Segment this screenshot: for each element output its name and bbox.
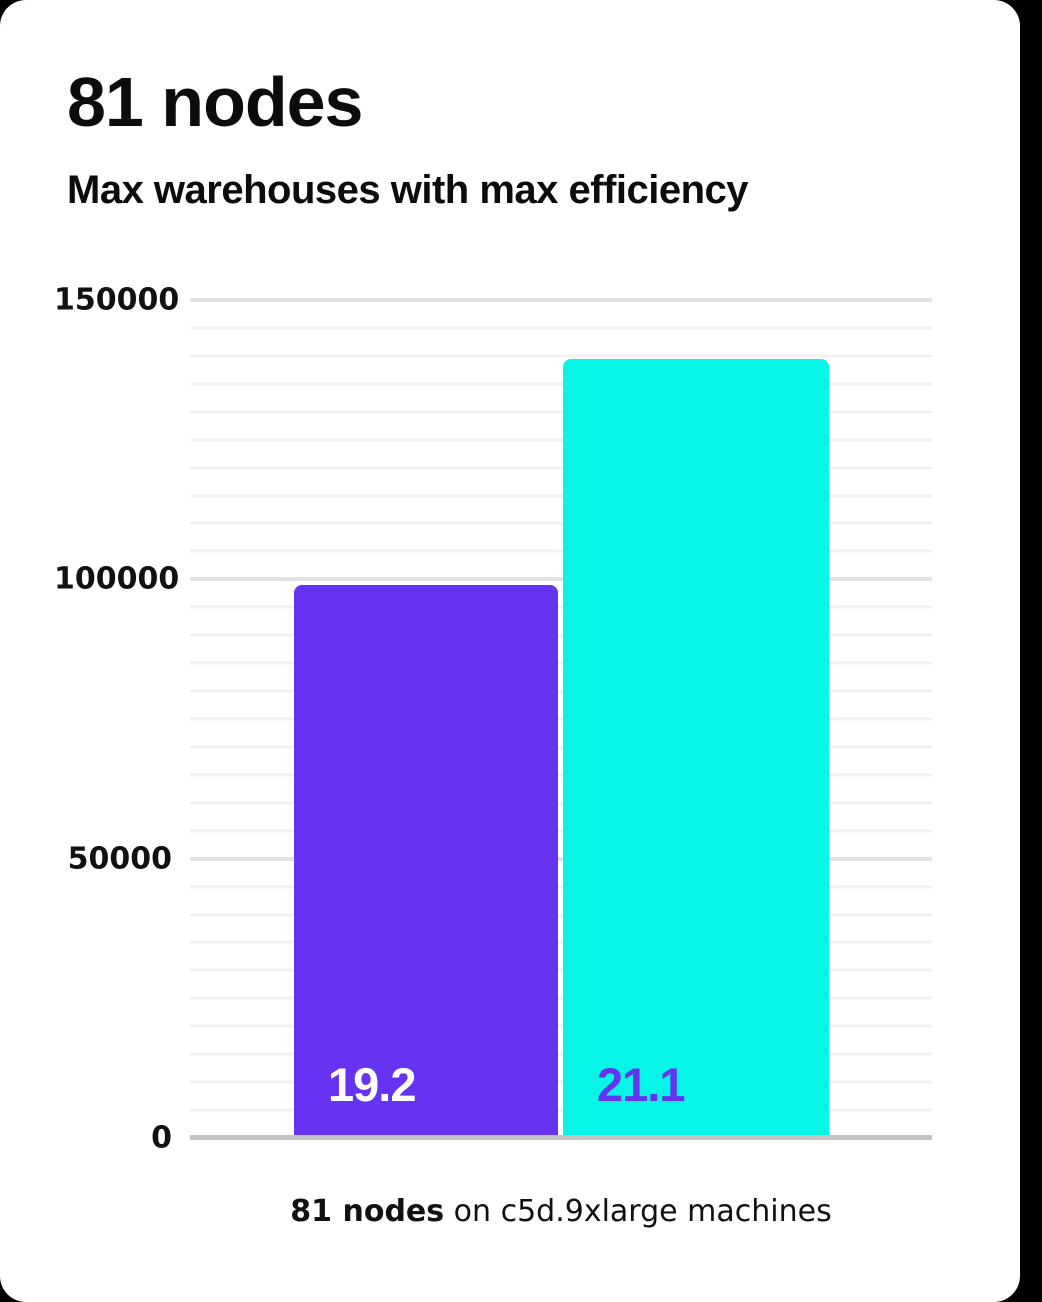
caption-bold-text: 81 nodes xyxy=(290,1194,445,1229)
minor-gridline xyxy=(190,326,932,330)
minor-gridline xyxy=(190,773,932,777)
bar-1: 19.2 xyxy=(294,584,558,1138)
minor-gridline xyxy=(190,745,932,749)
minor-gridline xyxy=(190,968,932,972)
minor-gridline xyxy=(190,1024,932,1028)
minor-gridline xyxy=(190,1108,932,1112)
major-gridline xyxy=(190,856,932,861)
minor-gridline xyxy=(190,661,932,665)
bar-chart-plot-area: 19.2 21.1 xyxy=(190,298,932,1140)
y-tick-label: 0 xyxy=(151,1120,172,1156)
minor-gridline xyxy=(190,1052,932,1056)
minor-gridline xyxy=(190,410,932,414)
minor-gridline xyxy=(190,801,932,805)
minor-gridline xyxy=(190,913,932,917)
x-axis-line xyxy=(190,1135,932,1140)
minor-gridline xyxy=(190,689,932,693)
minor-gridline xyxy=(190,494,932,498)
minor-gridline xyxy=(190,996,932,1000)
minor-gridline xyxy=(190,885,932,889)
minor-gridline xyxy=(190,382,932,386)
minor-gridline xyxy=(190,354,932,358)
minor-gridline xyxy=(190,1080,932,1084)
major-gridline xyxy=(190,298,932,302)
chart-card: 81 nodes Max warehouses with max efficie… xyxy=(0,0,1020,1302)
y-tick-label: 100000 xyxy=(54,561,180,597)
minor-gridline xyxy=(190,605,932,609)
minor-gridline xyxy=(190,829,932,833)
bar-2: 21.1 xyxy=(563,359,829,1138)
minor-gridline xyxy=(190,717,932,721)
major-gridline xyxy=(190,577,932,582)
minor-gridline xyxy=(190,633,932,637)
page-subtitle: Max warehouses with max efficiency xyxy=(67,168,749,212)
bar-value-label: 19.2 xyxy=(328,1058,416,1111)
minor-gridline xyxy=(190,521,932,525)
bar-value-label: 21.1 xyxy=(597,1058,685,1111)
chart-caption: 81 nodes on c5d.9xlarge machines xyxy=(190,1194,932,1229)
minor-gridline xyxy=(190,549,932,553)
minor-gridline xyxy=(190,940,932,944)
caption-regular-text: on c5d.9xlarge machines xyxy=(444,1194,832,1229)
minor-gridline xyxy=(190,466,932,470)
y-tick-label: 50000 xyxy=(67,841,172,877)
page-title: 81 nodes xyxy=(67,63,363,141)
y-tick-label: 150000 xyxy=(54,282,180,318)
minor-gridline xyxy=(190,438,932,442)
